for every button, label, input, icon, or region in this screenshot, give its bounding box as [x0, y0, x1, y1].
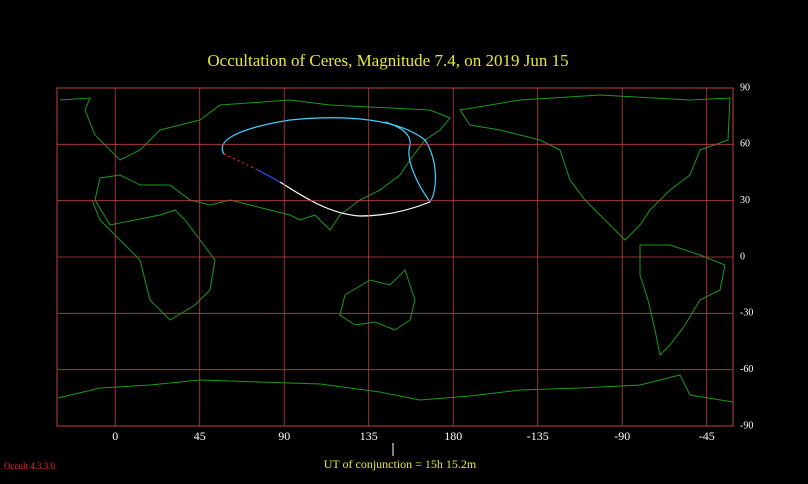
version-label: Occult 4.3.3.0 [4, 461, 55, 471]
central-line [279, 181, 431, 217]
x-tick-label: 0 [112, 429, 118, 443]
coast-antarctica [57, 374, 734, 403]
x-tick-label: 180 [444, 429, 462, 443]
coastlines [57, 94, 734, 403]
y-tick-label: 90 [740, 82, 750, 93]
y-tick-label: 30 [740, 195, 750, 206]
y-tick-label: -30 [740, 308, 753, 319]
path-limit-south [384, 121, 431, 203]
x-tick-label: 45 [194, 429, 206, 443]
x-tick-label: -45 [699, 429, 715, 443]
occultation-path [221, 117, 437, 217]
coast-north-america [459, 94, 731, 241]
x-tick-label: -135 [527, 429, 549, 443]
y-tick-label: -60 [740, 364, 753, 375]
chart-title: Occultation of Ceres, Magnitude 7.4, on … [207, 51, 568, 70]
central-line-daylight [223, 153, 259, 171]
y-tick-label: -90 [740, 420, 753, 431]
x-tick-label: 90 [278, 429, 290, 443]
coast-australia [339, 269, 416, 331]
coast-eurasia-africa [59, 97, 451, 321]
central-line-twilight [257, 169, 281, 183]
x-tick-label: -90 [614, 429, 630, 443]
y-tick-label: 60 [740, 139, 750, 150]
x-tick-label: 135 [360, 429, 378, 443]
conjunction-label: UT of conjunction = 15h 15.2m [324, 457, 477, 471]
path-limit-north [221, 117, 437, 203]
y-tick-label: 0 [740, 251, 745, 262]
coast-south-america [639, 244, 726, 357]
